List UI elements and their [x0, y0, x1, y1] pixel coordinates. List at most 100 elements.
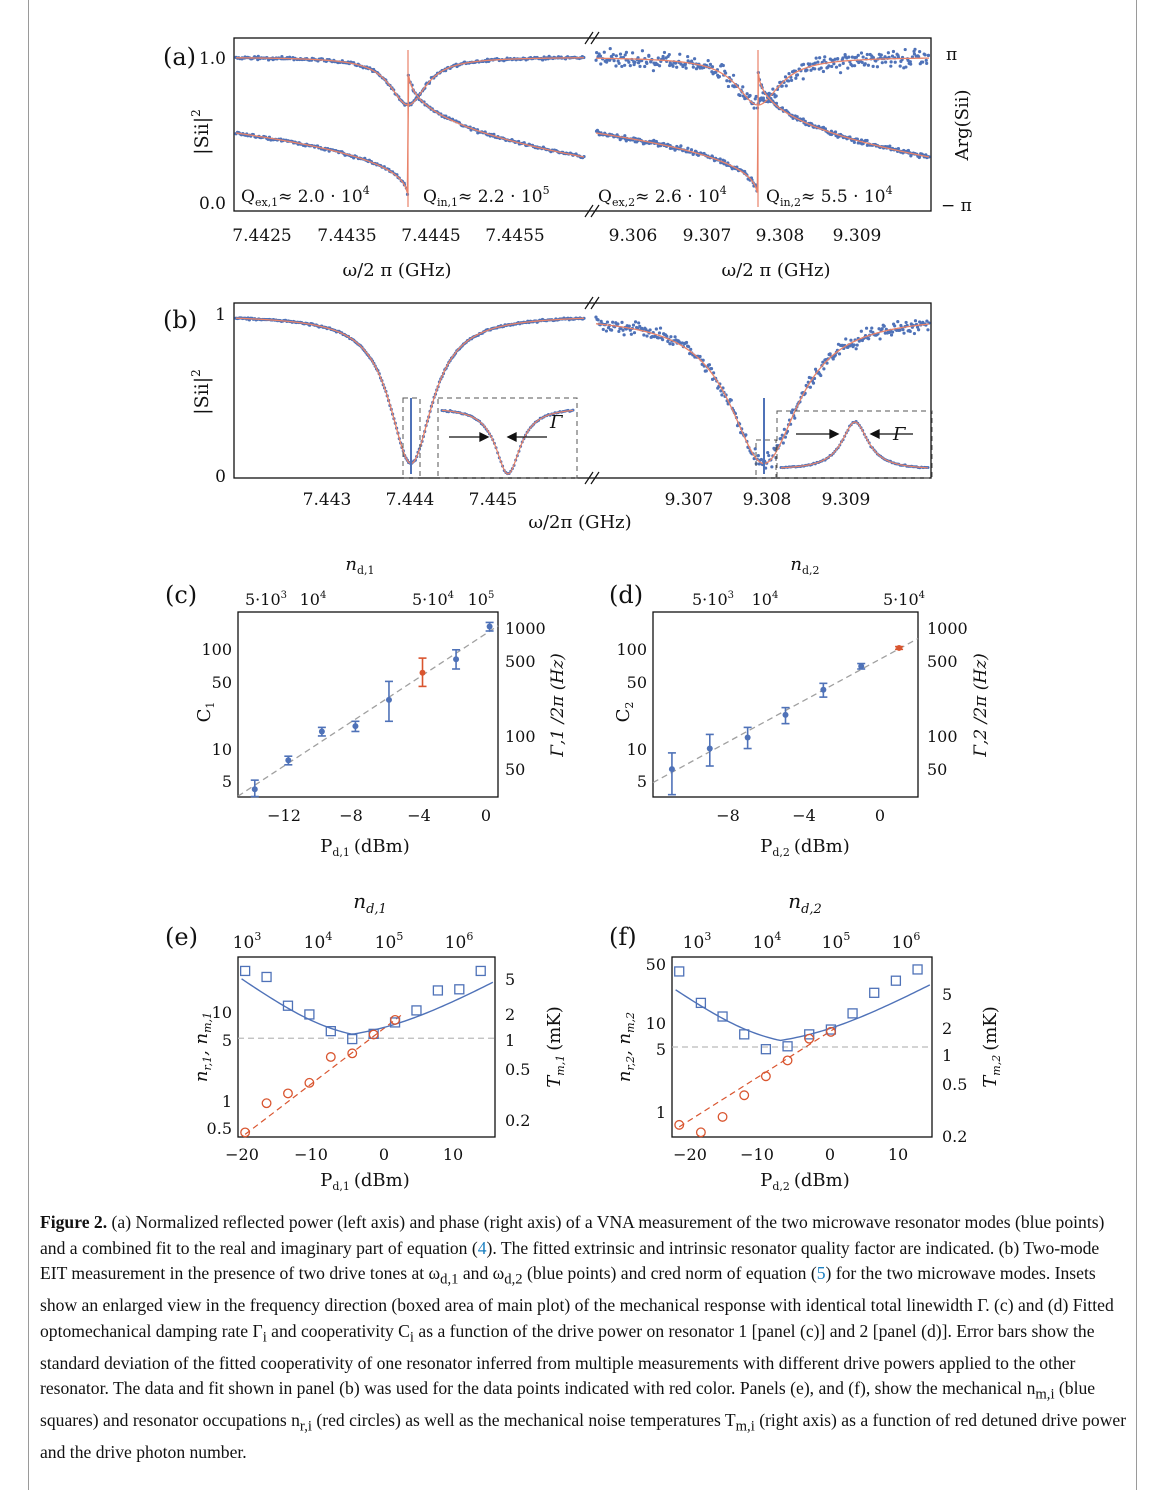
panel-a-mode-2-point — [654, 139, 659, 144]
panel-b-mode-2-point — [687, 345, 691, 349]
panel-f-mechanical-square — [695, 997, 707, 1009]
panel-e-yright-tick-1: 1 — [505, 1031, 515, 1050]
panel-a-mode-2-point — [909, 154, 913, 158]
panel-f-ytick-5: 5 — [656, 1040, 666, 1059]
panel-d-ytick-100: 100 — [616, 640, 647, 659]
caption-text: (blue squares) and resonator occupations… — [40, 1378, 1096, 1431]
panel-f-mechanical-square — [825, 1024, 837, 1035]
panel-b-mode-2-point — [918, 320, 922, 324]
panel-c-point — [453, 656, 460, 663]
panel-d: (d) nd,2 5·103 104 5·104 100 50 10 5 100… — [609, 554, 991, 859]
panel-b-mode-2-point — [720, 393, 724, 397]
panel-b-mode-2-point — [791, 408, 795, 412]
caption-ref-eq5[interactable]: 5 — [816, 1263, 826, 1283]
panel-a-mode-2-point — [614, 64, 618, 68]
panel-d-xlabel: Pd,2 (dBm) — [760, 836, 850, 859]
panel-e-mechanical-square — [454, 984, 465, 995]
panel-d-top-label: nd,2 — [790, 554, 819, 577]
panel-e-ytick-05: 0.5 — [207, 1119, 232, 1138]
panel-b-mode-2-point — [689, 347, 693, 351]
panel-d-xtick-1: −4 — [792, 806, 816, 825]
panel-c-xtick-0: −12 — [267, 806, 301, 825]
panel-a-mode-2-point — [645, 61, 649, 66]
panel-a-mode-2-point — [748, 93, 752, 98]
panel-a-mode-2-point — [846, 66, 850, 70]
page-frame-right — [1136, 0, 1137, 1490]
panel-b-xtick-r2: 9.309 — [822, 490, 871, 510]
panel-a-mode-2-point — [652, 138, 656, 142]
panel-f-mechanical-square — [760, 1044, 772, 1055]
panel-a-mode-2-point — [789, 78, 794, 82]
panel-c-top-tick-3: 105 — [468, 590, 495, 609]
panel-a-mode-2-point — [612, 58, 616, 63]
panel-e-top-tick-3: 106 — [445, 930, 474, 953]
panel-a-mode-2-point — [675, 65, 679, 69]
panel-a-mode-2-point — [827, 64, 831, 68]
panel-d-yright-label: Γ,2 /2π (Hz) — [971, 653, 991, 758]
panel-e-mechanical-square — [261, 971, 272, 983]
panel-a-mode-2-point — [865, 138, 869, 143]
panel-a-mode-2-point — [774, 94, 778, 98]
panel-c-xlabel: Pd,1 (dBm) — [320, 836, 410, 859]
panel-f-resonator-circle — [674, 1119, 685, 1130]
panel-c-ytick-5: 5 — [222, 772, 232, 791]
panel-b-inset-2-fit — [780, 421, 929, 469]
panel-e-top-label: nd,1 — [353, 889, 387, 917]
panel-e-xtick-1: −10 — [294, 1145, 328, 1164]
panel-e-mechanical-square — [432, 985, 444, 996]
panel-b-mode-2-point — [673, 335, 677, 339]
panel-b-mode-2-point — [757, 462, 761, 466]
panel-c-yright-tick-1000: 1000 — [505, 619, 546, 638]
panel-a-mode-2-point — [754, 94, 758, 99]
panel-a-mode-2-point — [841, 56, 845, 60]
panel-a-mode-2-point — [731, 73, 736, 77]
panel-f-ytick-1: 1 — [656, 1103, 666, 1122]
panel-f-yright-tick-05: 0.5 — [942, 1075, 967, 1094]
panel-a-mode-2-point — [630, 51, 635, 55]
panel-a-mode-2-point — [710, 65, 715, 69]
panel-b-mode-2-point — [601, 327, 605, 332]
panel-b-mode-2-point — [744, 433, 748, 437]
panel-b-mode-2-point — [671, 342, 675, 346]
panel-c-yright-tick-100: 100 — [505, 727, 536, 746]
panel-a-mode-2-point — [725, 79, 729, 83]
panel-a-mode-2-point — [801, 62, 806, 66]
panel-a-mode-2-point — [780, 84, 784, 88]
panel-d-point — [858, 663, 865, 670]
panel-f-resonator-circle — [825, 1026, 836, 1037]
panel-b-mode-2-point — [669, 335, 673, 339]
panel-b-mode-2-point — [604, 329, 609, 333]
panel-a-mode-2-point — [623, 53, 627, 57]
panel-b-mode-2-point — [766, 450, 770, 455]
panel-f-top-tick-0: 103 — [683, 930, 712, 953]
panel-f-ytick-10: 10 — [646, 1014, 666, 1033]
caption-text: as a function of the drive power on reso… — [40, 1320, 1095, 1399]
panel-a-mode-2-point — [805, 68, 809, 72]
panel-d-point — [782, 711, 789, 718]
panel-a-mode-2-point — [896, 147, 901, 151]
caption-ref-eq4[interactable]: 4 — [477, 1237, 487, 1258]
panel-e-resonator-circle — [261, 1098, 272, 1109]
panel-a-q-ex1: Qex,1≈ 2.0 · 104 — [241, 184, 370, 209]
panel-c-ytick-50: 50 — [212, 673, 232, 692]
panel-e-yright-tick-05: 0.5 — [505, 1060, 530, 1079]
panel-f-mechanical-fit — [675, 984, 931, 1042]
panel-a-xlabel-left: ω/2 π (GHz) — [342, 260, 451, 281]
panel-b-mode-2-point — [619, 326, 623, 331]
panel-f-label: (f) — [609, 923, 637, 951]
panel-b-mode-2-point — [629, 332, 633, 336]
panel-b-mode-2-point — [837, 352, 842, 356]
panel-b-mode-2-point — [596, 318, 600, 322]
panel-b-mode-2-point — [898, 328, 902, 332]
panel-c-top-tick-0: 5·103 — [245, 590, 287, 609]
panel-a-xtick-r3: 9.309 — [833, 226, 882, 246]
panel-f-yright-tick-5: 5 — [942, 985, 952, 1004]
panel-a-mode-2-point — [830, 64, 834, 69]
figure-2: (a) 1.0 0.0 π − π |Sii|2 Arg(Sii) 7.4425… — [163, 31, 1003, 1193]
panel-a-mode-2-point — [721, 63, 725, 68]
caption-text: (right axis) as a function of red detune… — [40, 1410, 1127, 1463]
panel-f-mechanical-square — [674, 966, 685, 977]
panel-a-q-in2: Qin,2≈ 5.5 · 104 — [766, 184, 893, 209]
panel-c-point — [318, 728, 325, 735]
panel-c-point — [419, 669, 426, 676]
